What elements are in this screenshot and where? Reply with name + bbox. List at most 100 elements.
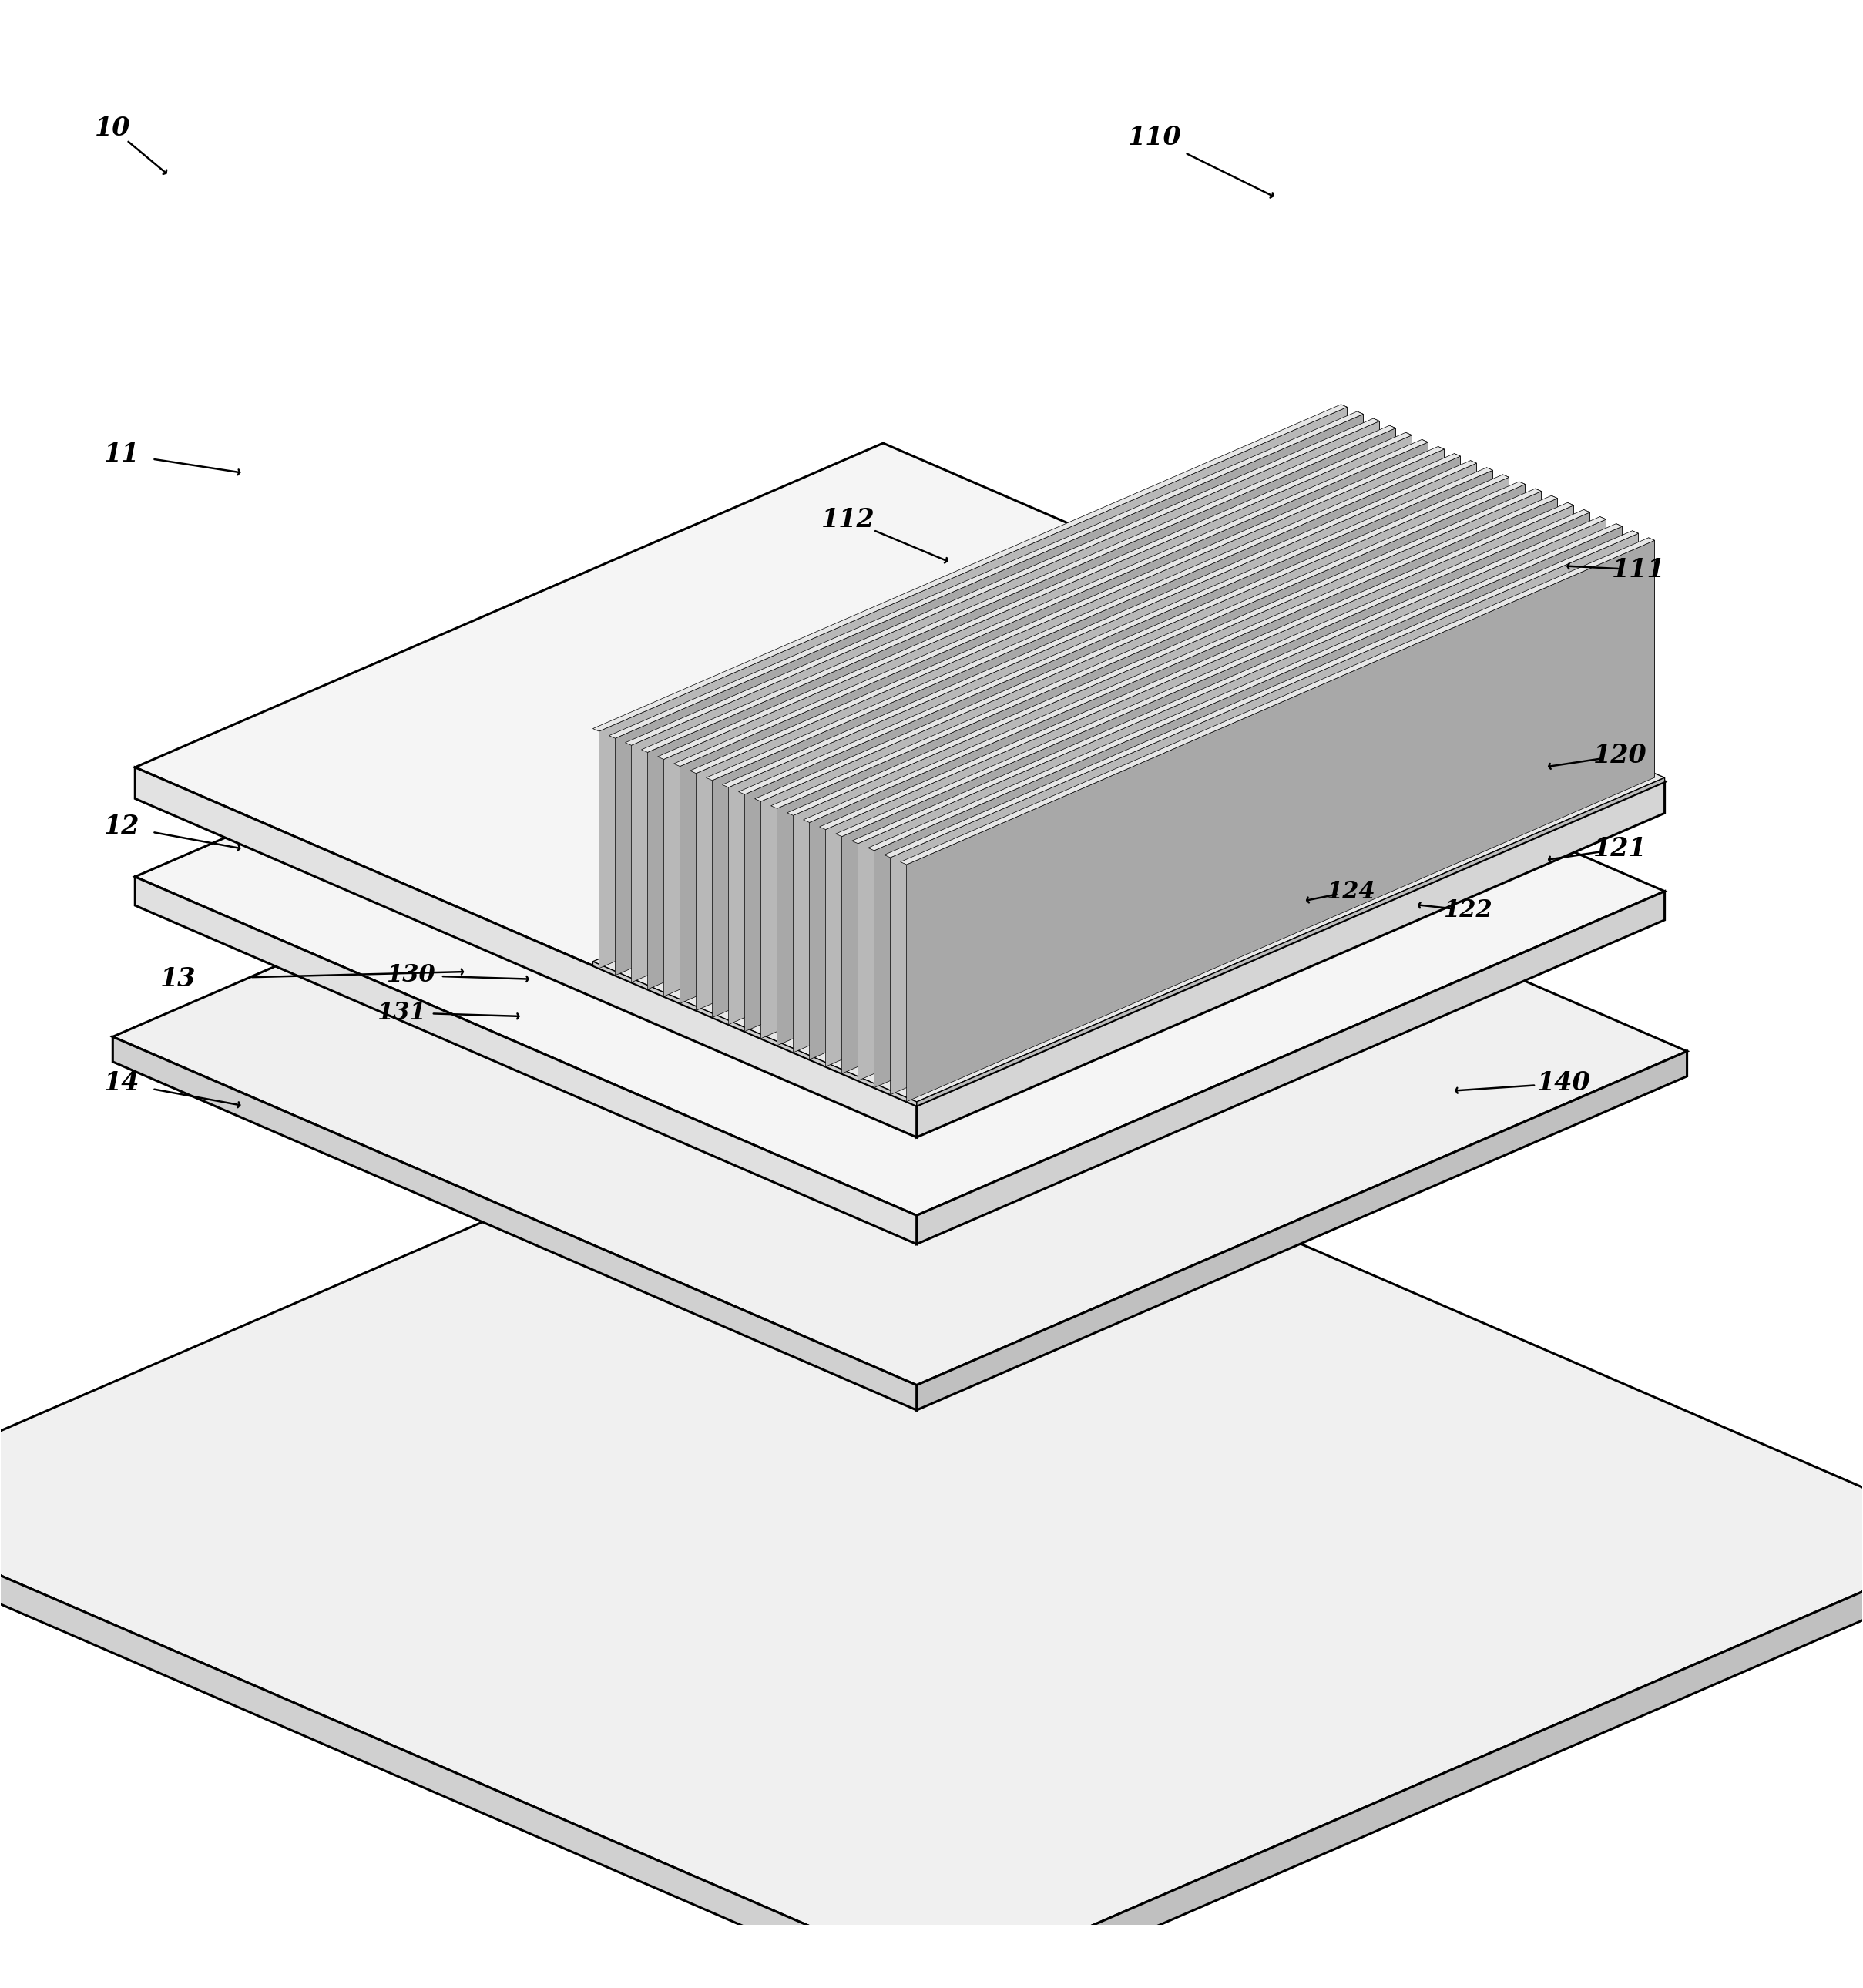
Polygon shape bbox=[1552, 495, 1557, 736]
Polygon shape bbox=[600, 408, 1347, 968]
Text: 110: 110 bbox=[1127, 125, 1181, 151]
Polygon shape bbox=[1373, 417, 1379, 658]
Polygon shape bbox=[1064, 948, 1112, 1008]
Polygon shape bbox=[626, 417, 1379, 746]
Text: 140: 140 bbox=[1537, 1072, 1591, 1095]
Polygon shape bbox=[1632, 531, 1638, 771]
Polygon shape bbox=[917, 781, 1666, 1137]
Polygon shape bbox=[745, 471, 1492, 1032]
Polygon shape bbox=[1013, 1113, 1062, 1173]
Text: 130: 130 bbox=[386, 964, 436, 988]
Polygon shape bbox=[907, 541, 1654, 1101]
Polygon shape bbox=[1123, 976, 1172, 1036]
Polygon shape bbox=[602, 934, 704, 978]
Polygon shape bbox=[114, 1036, 917, 1409]
Text: 11: 11 bbox=[104, 441, 140, 467]
Polygon shape bbox=[779, 905, 825, 964]
Polygon shape bbox=[615, 1191, 922, 1346]
Polygon shape bbox=[717, 932, 766, 992]
Polygon shape bbox=[959, 1111, 1013, 1173]
Text: 124: 124 bbox=[1326, 881, 1375, 905]
Text: 14: 14 bbox=[104, 1072, 140, 1095]
Polygon shape bbox=[723, 461, 1477, 787]
Polygon shape bbox=[1649, 537, 1654, 777]
Polygon shape bbox=[1615, 523, 1623, 763]
Polygon shape bbox=[134, 877, 917, 1244]
Polygon shape bbox=[948, 899, 1051, 944]
Polygon shape bbox=[1535, 489, 1541, 728]
Polygon shape bbox=[648, 427, 1395, 990]
Polygon shape bbox=[1004, 922, 1051, 982]
Polygon shape bbox=[760, 477, 1509, 1038]
Polygon shape bbox=[900, 537, 1654, 865]
Polygon shape bbox=[874, 527, 1623, 1087]
Polygon shape bbox=[663, 435, 1412, 996]
Polygon shape bbox=[1069, 972, 1123, 1036]
Polygon shape bbox=[706, 453, 1461, 781]
Polygon shape bbox=[820, 503, 1574, 829]
Polygon shape bbox=[1010, 946, 1064, 1008]
Polygon shape bbox=[786, 855, 887, 899]
Polygon shape bbox=[626, 746, 1163, 978]
Polygon shape bbox=[134, 767, 917, 1137]
Polygon shape bbox=[637, 1038, 905, 1157]
Polygon shape bbox=[587, 1004, 689, 1048]
Polygon shape bbox=[943, 897, 991, 956]
Polygon shape bbox=[1136, 1060, 1185, 1119]
Polygon shape bbox=[658, 433, 1412, 759]
Polygon shape bbox=[648, 1050, 702, 1113]
Text: 13: 13 bbox=[160, 966, 196, 992]
Polygon shape bbox=[725, 881, 825, 926]
Polygon shape bbox=[1082, 1038, 1185, 1081]
Polygon shape bbox=[891, 533, 1638, 1095]
Polygon shape bbox=[836, 509, 1589, 837]
Polygon shape bbox=[643, 1028, 689, 1087]
Polygon shape bbox=[1487, 467, 1492, 708]
Polygon shape bbox=[1421, 439, 1427, 680]
Polygon shape bbox=[1390, 425, 1395, 666]
Polygon shape bbox=[1584, 509, 1589, 749]
Polygon shape bbox=[592, 638, 1666, 1101]
Polygon shape bbox=[1407, 433, 1412, 672]
Text: 112: 112 bbox=[822, 507, 874, 533]
Polygon shape bbox=[868, 523, 1623, 851]
Polygon shape bbox=[712, 455, 1461, 1018]
Polygon shape bbox=[1082, 1058, 1136, 1119]
Polygon shape bbox=[738, 467, 1492, 795]
Polygon shape bbox=[702, 1054, 749, 1113]
Polygon shape bbox=[637, 930, 1151, 1153]
Polygon shape bbox=[1470, 461, 1477, 700]
Text: 122: 122 bbox=[1442, 899, 1492, 922]
Polygon shape bbox=[829, 1129, 883, 1191]
Polygon shape bbox=[1503, 475, 1509, 714]
Polygon shape bbox=[648, 1030, 749, 1074]
Polygon shape bbox=[829, 1107, 932, 1153]
Polygon shape bbox=[1144, 1010, 1246, 1054]
Polygon shape bbox=[0, 1503, 950, 1988]
Polygon shape bbox=[663, 909, 766, 952]
Polygon shape bbox=[1075, 1087, 1123, 1147]
Polygon shape bbox=[905, 1048, 1151, 1157]
Polygon shape bbox=[656, 958, 704, 1018]
Polygon shape bbox=[1600, 517, 1606, 757]
Polygon shape bbox=[728, 463, 1477, 1024]
Polygon shape bbox=[771, 481, 1526, 809]
Polygon shape bbox=[825, 505, 1574, 1068]
Text: 10: 10 bbox=[95, 115, 130, 141]
Polygon shape bbox=[1010, 924, 1112, 970]
Polygon shape bbox=[917, 777, 1666, 1105]
Polygon shape bbox=[1185, 1002, 1231, 1062]
Polygon shape bbox=[602, 956, 656, 1018]
Polygon shape bbox=[1567, 503, 1574, 742]
Polygon shape bbox=[948, 920, 1004, 982]
Polygon shape bbox=[917, 1052, 1688, 1409]
Polygon shape bbox=[885, 531, 1638, 857]
Polygon shape bbox=[1438, 447, 1444, 686]
Polygon shape bbox=[1144, 1032, 1198, 1093]
Polygon shape bbox=[905, 867, 1163, 1002]
Polygon shape bbox=[859, 519, 1606, 1081]
Polygon shape bbox=[587, 1024, 643, 1087]
Polygon shape bbox=[1129, 998, 1185, 1062]
Polygon shape bbox=[1069, 952, 1172, 996]
Polygon shape bbox=[1341, 404, 1347, 644]
